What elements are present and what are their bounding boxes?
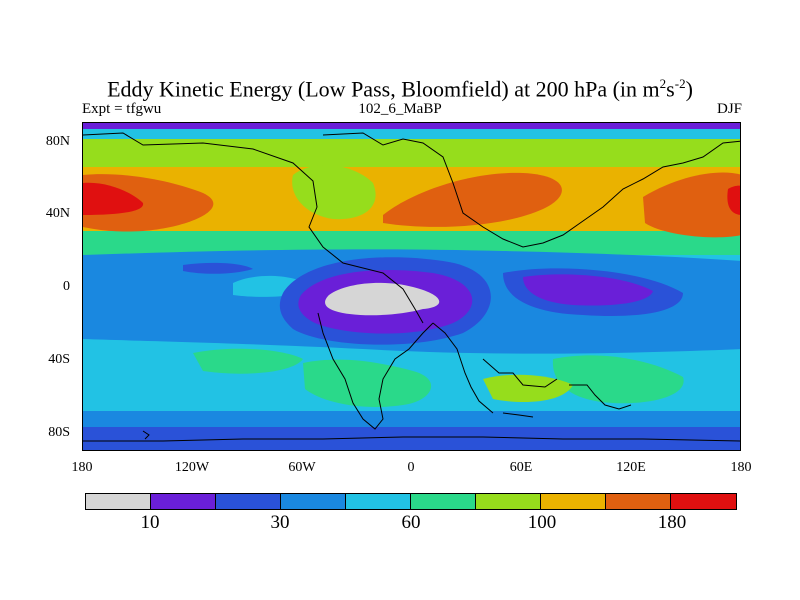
colorbar-swatch	[476, 494, 541, 509]
field-contour	[183, 262, 253, 274]
x-tick-label: 0	[407, 460, 415, 475]
field-contour	[292, 165, 376, 220]
x-tick-label: 180	[71, 460, 93, 475]
colorbar-label: 10	[140, 512, 160, 533]
colorbar-swatch	[281, 494, 346, 509]
experiment-label: Expt = tfgwu	[82, 101, 162, 117]
field-contour	[193, 348, 303, 374]
field-contour	[383, 172, 562, 227]
field-contour	[83, 182, 144, 215]
field-contour	[325, 282, 440, 316]
x-tick-label: 120E	[616, 460, 646, 475]
contour-map	[82, 122, 741, 451]
field-band	[83, 129, 740, 141]
x-tick-label: 120W	[174, 460, 210, 475]
colorbar-swatch	[216, 494, 281, 509]
field-contour	[643, 172, 740, 238]
field-contour	[727, 185, 740, 215]
map-title: Eddy Kinetic Energy (Low Pass, Bloomfiel…	[107, 76, 693, 102]
colorbar-swatch	[346, 494, 411, 509]
season-label: DJF	[716, 101, 742, 117]
run-label: 102_6_MaBP	[358, 101, 442, 117]
field-band	[83, 427, 740, 450]
x-tick-label: 60W	[288, 460, 316, 475]
colorbar	[85, 493, 737, 510]
coastlines	[83, 132, 740, 442]
colorbar-swatch	[671, 494, 736, 509]
colorbar-swatch	[541, 494, 606, 509]
field-band	[83, 123, 740, 131]
colorbar-swatch	[86, 494, 151, 509]
colorbar-label: 100	[527, 512, 557, 533]
field-band	[83, 411, 740, 429]
colorbar-swatch	[411, 494, 476, 509]
y-tick-label: 80N	[45, 134, 70, 149]
y-tick-label: 40N	[45, 206, 70, 221]
x-tick-label: 180	[730, 460, 752, 475]
y-tick-label: 0	[63, 279, 70, 294]
colorbar-label: 30	[270, 512, 290, 533]
colorbar-swatch	[151, 494, 216, 509]
x-tick-label: 60E	[509, 460, 533, 475]
y-tick-label: 40S	[48, 352, 70, 367]
field-contour	[303, 359, 432, 408]
colorbar-label: 180	[657, 512, 687, 533]
field-contour	[552, 355, 684, 404]
field-band	[83, 139, 740, 169]
field-contour	[483, 374, 573, 403]
field-contour	[523, 274, 653, 306]
y-tick-label: 80S	[48, 425, 70, 440]
colorbar-label: 60	[401, 512, 421, 533]
colorbar-swatch	[606, 494, 671, 509]
